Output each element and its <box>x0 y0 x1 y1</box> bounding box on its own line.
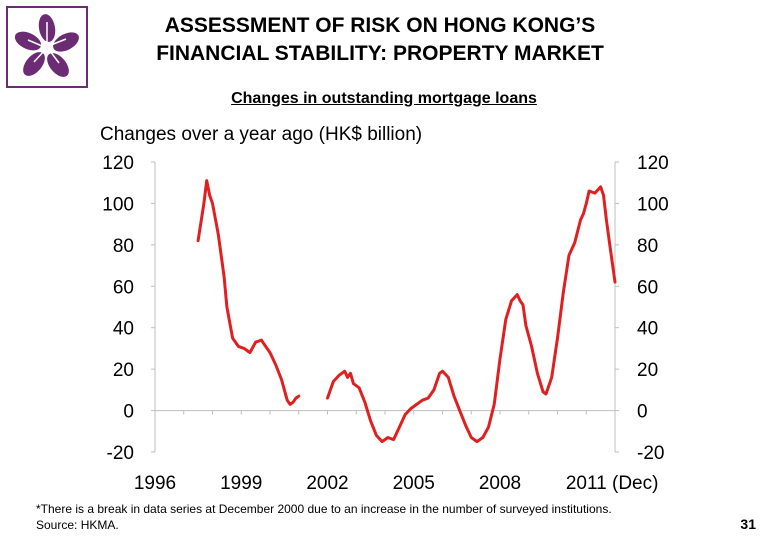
y-tick-label-left: 60 <box>113 277 134 298</box>
x-tick-label: 1996 <box>134 473 176 494</box>
source-text: Source: HKMA. <box>36 518 119 532</box>
x-tick-label: 2002 <box>306 473 348 494</box>
x-tick-label: 1999 <box>220 473 262 494</box>
series-line <box>326 185 617 444</box>
y-tick-label-right: -20 <box>637 443 664 464</box>
mortgage-loans-chart: -20 -20 0 0 20 20 40 40 60 60 80 80 100 100 120 120 1996… <box>102 153 669 494</box>
page-number: 31 <box>740 516 756 532</box>
y-tick-label-right: 120 <box>637 153 669 174</box>
y-tick-label-right: 20 <box>637 360 658 381</box>
footnote: *There is a break in data series at Dece… <box>36 501 612 533</box>
y-axis-title: Changes over a year ago (HK$ billion) <box>100 124 423 145</box>
series-line <box>196 179 301 406</box>
y-tick-label-right: 0 <box>637 402 648 423</box>
x-end-label: (Dec) <box>612 473 658 494</box>
y-tick-label-left: 100 <box>102 194 134 215</box>
y-tick-label-right: 80 <box>637 236 658 257</box>
slide-title: ASSESSMENT OF RISK ON HONG KONG’S FINANC… <box>100 12 660 68</box>
footnote-text: *There is a break in data series at Dece… <box>36 502 612 516</box>
chart-title: Changes in outstanding mortgage loans <box>231 90 537 107</box>
y-tick-label-left: 120 <box>102 153 134 174</box>
y-tick-label-left: 80 <box>113 236 134 257</box>
hkma-logo <box>6 6 88 88</box>
y-tick-label-left: 20 <box>113 360 134 381</box>
y-tick-label-left: 0 <box>123 402 134 423</box>
x-tick-label: 2005 <box>393 473 435 494</box>
y-tick-label-right: 60 <box>637 277 658 298</box>
x-tick-label: 2008 <box>479 473 521 494</box>
slide-title-line-1: ASSESSMENT OF RISK ON HONG KONG’S <box>164 14 596 37</box>
y-tick-label-right: 40 <box>637 319 658 340</box>
y-tick-label-left: -20 <box>107 443 134 464</box>
slide-title-line-2: FINANCIAL STABILITY: PROPERTY MARKET <box>156 42 604 65</box>
y-tick-label-right: 100 <box>637 194 669 215</box>
x-tick-label: 2011 <box>566 473 607 494</box>
y-tick-label-left: 40 <box>113 319 134 340</box>
